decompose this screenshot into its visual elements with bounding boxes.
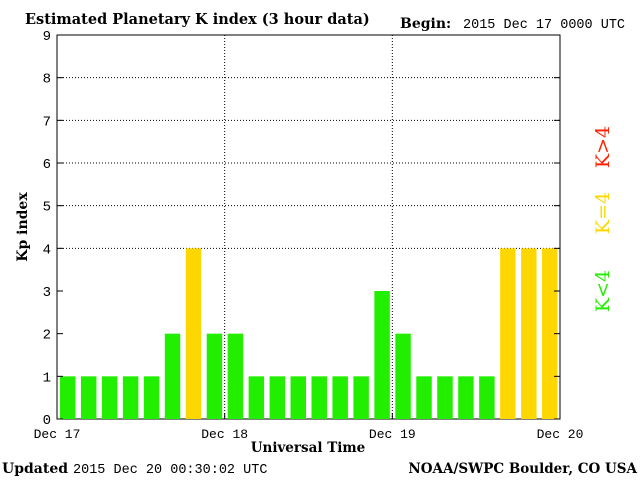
kp-bar bbox=[416, 376, 432, 419]
x-tick-label: Dec 20 bbox=[537, 427, 584, 442]
x-tick-label: Dec 18 bbox=[201, 427, 248, 442]
legend-k-greater-than-4: K>4 bbox=[592, 126, 614, 168]
x-axis-title: Universal Time bbox=[251, 440, 366, 456]
y-tick-label: 5 bbox=[43, 200, 51, 216]
begin-label: Begin: bbox=[400, 16, 451, 32]
y-tick-label: 3 bbox=[43, 285, 51, 301]
kp-bar bbox=[206, 333, 223, 419]
x-axis: Dec 17 Dec 18 Dec 19 Dec 20 bbox=[34, 413, 584, 442]
plot-area bbox=[56, 34, 561, 420]
legend-k-equals-4: K=4 bbox=[592, 192, 614, 234]
y-tick-label: 1 bbox=[43, 370, 51, 386]
kp-bar bbox=[500, 248, 516, 419]
kp-bar bbox=[269, 376, 286, 419]
kp-bar bbox=[437, 376, 453, 419]
kp-bar bbox=[479, 376, 495, 419]
y-tick-label: 9 bbox=[43, 29, 51, 45]
y-axis: 0 1 2 3 4 5 6 7 8 9 bbox=[43, 29, 560, 429]
kp-bar bbox=[101, 376, 118, 419]
kp-bar bbox=[143, 376, 160, 419]
x-tick-label: Dec 17 bbox=[34, 427, 81, 442]
kp-bar bbox=[374, 291, 390, 419]
kp-bar bbox=[60, 376, 76, 419]
begin-value: 2015 Dec 17 0000 UTC bbox=[463, 18, 625, 33]
kp-bar bbox=[521, 248, 537, 419]
kp-bar bbox=[122, 376, 139, 419]
kp-bar bbox=[164, 333, 181, 419]
kp-bar bbox=[395, 333, 411, 419]
kp-bar bbox=[248, 376, 265, 419]
grid bbox=[57, 35, 560, 419]
kp-bar bbox=[185, 248, 202, 419]
updated-value: 2015 Dec 20 00:30:02 UTC bbox=[73, 463, 267, 478]
credit-text: NOAA/SWPC Boulder, CO USA bbox=[408, 461, 637, 477]
bars bbox=[60, 248, 558, 419]
y-tick-label: 2 bbox=[43, 328, 51, 344]
y-tick-label: 0 bbox=[43, 413, 51, 429]
y-tick-label: 7 bbox=[43, 114, 51, 130]
kp-bar bbox=[80, 376, 97, 419]
kp-bar bbox=[311, 376, 327, 419]
kp-bar bbox=[227, 333, 244, 419]
kp-bar bbox=[290, 376, 306, 419]
kp-bar bbox=[458, 376, 474, 419]
updated-label: Updated bbox=[2, 461, 68, 477]
kp-bar bbox=[332, 376, 348, 419]
y-tick-label: 6 bbox=[43, 157, 51, 173]
legend-k-less-than-4: K<4 bbox=[592, 270, 614, 312]
y-tick-label: 4 bbox=[43, 242, 51, 258]
y-tick-label: 8 bbox=[43, 72, 51, 88]
kp-bar bbox=[542, 248, 558, 419]
chart-title: Estimated Planetary K index (3 hour data… bbox=[25, 11, 370, 28]
x-tick-label: Dec 19 bbox=[369, 427, 416, 442]
y-axis-title: Kp index bbox=[15, 192, 31, 262]
kp-bar bbox=[353, 376, 369, 419]
